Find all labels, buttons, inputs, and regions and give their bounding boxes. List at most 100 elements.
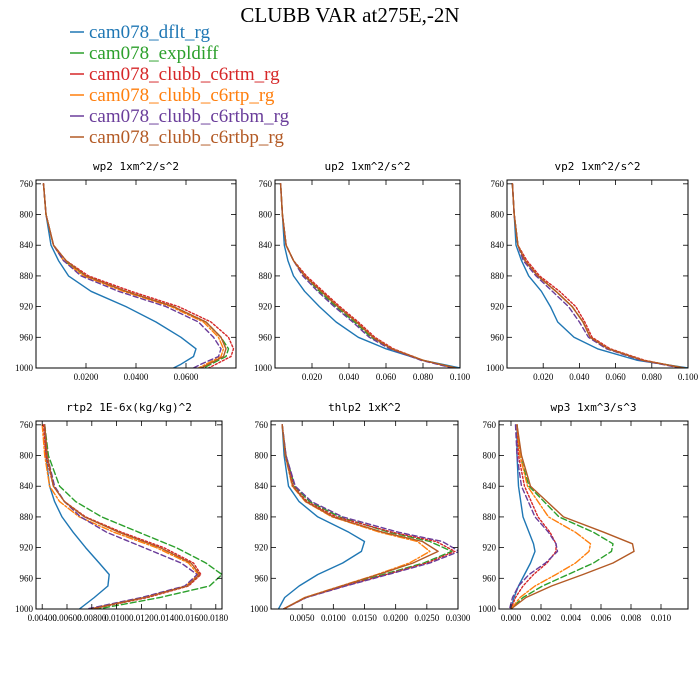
legend-label: cam078_expldiff: [89, 43, 219, 64]
series-line: [508, 424, 559, 609]
x-tick-label: 0.020: [533, 372, 554, 382]
series-line: [279, 183, 460, 368]
legend-label: cam078_clubb_c6rtp_rg: [89, 85, 275, 106]
panel-title: up2 1xm^2/s^2: [324, 160, 410, 173]
x-tick-label: 0.002: [531, 613, 551, 623]
y-tick-label: 960: [483, 573, 497, 583]
y-tick-label: 1000: [254, 363, 273, 373]
y-tick-label: 840: [20, 240, 34, 250]
y-tick-label: 1000: [486, 363, 505, 373]
x-tick-label: 0.004: [561, 613, 582, 623]
x-tick-label: 0.0120: [129, 613, 154, 623]
x-tick-label: 0.008: [621, 613, 642, 623]
x-tick-label: 0.060: [376, 372, 397, 382]
x-tick-label: 0.00600: [52, 613, 82, 623]
y-tick-label: 840: [20, 481, 34, 491]
x-tick-label: 0.060: [605, 372, 626, 382]
series-line: [281, 424, 439, 609]
x-tick-label: 0.0150: [352, 613, 377, 623]
y-tick-label: 880: [483, 512, 497, 522]
x-tick-label: 0.0250: [414, 613, 439, 623]
y-tick-label: 1000: [15, 363, 34, 373]
legend-entry: cam078_clubb_c6rtm_rg: [70, 64, 280, 85]
series-line: [279, 183, 457, 368]
chart-panel: thlp2 1xK^2 760 800 840 880 920 960 1000 0.0050 0…: [250, 401, 471, 623]
y-tick-label: 880: [491, 271, 505, 281]
y-tick-label: 960: [259, 332, 273, 342]
y-tick-label: 920: [259, 302, 273, 312]
plot-frame: [35, 420, 223, 610]
series-line: [281, 424, 458, 609]
y-tick-label: 1000: [250, 604, 269, 614]
x-tick-label: 0.006: [591, 613, 612, 623]
x-tick-label: 0.010: [651, 613, 672, 623]
y-tick-label: 960: [20, 332, 34, 342]
series-line: [277, 424, 366, 609]
y-tick-label: 760: [255, 420, 269, 430]
legend-label: cam078_clubb_c6rtm_rg: [89, 64, 280, 85]
panel-title: vp2 1xm^2/s^2: [554, 160, 640, 173]
figure-title: CLUBB VAR at275E,-2N: [240, 3, 459, 27]
chart-panel: wp3 1xm^3/s^3 760 800 840 880 920 960 1000 0.000…: [478, 401, 689, 623]
x-tick-label: 0.0050: [290, 613, 315, 623]
x-tick-label: 0.020: [302, 372, 323, 382]
panel-title: wp2 1xm^2/s^2: [93, 160, 179, 173]
y-tick-label: 800: [259, 210, 273, 220]
y-tick-label: 800: [20, 451, 34, 461]
x-tick-label: 0.040: [339, 372, 360, 382]
series-line: [511, 183, 686, 368]
series-line: [510, 424, 557, 609]
series-group: [41, 424, 222, 609]
series-line: [281, 424, 453, 609]
y-tick-label: 920: [255, 543, 269, 553]
series-line: [44, 424, 198, 609]
y-tick-label: 800: [483, 451, 497, 461]
panel-title: thlp2 1xK^2: [328, 401, 401, 414]
x-tick-label: 0.0180: [203, 613, 228, 623]
series-line: [44, 424, 201, 609]
y-tick-label: 920: [20, 302, 34, 312]
x-tick-label: 0.0200: [74, 372, 99, 382]
x-tick-label: 0.0400: [124, 372, 149, 382]
y-tick-label: 920: [483, 543, 497, 553]
x-tick-label: 0.080: [413, 372, 434, 382]
panel-title: rtp2 1E-6x(kg/kg)^2: [66, 401, 192, 414]
panel-title: wp3 1xm^3/s^3: [550, 401, 636, 414]
legend-entry: cam078_dflt_rg: [70, 22, 211, 43]
x-tick-label: 0.0300: [446, 613, 471, 623]
legend-entry: cam078_clubb_c6rtp_rg: [70, 85, 275, 106]
series-group: [277, 424, 458, 609]
series-line: [44, 424, 222, 609]
y-tick-label: 800: [491, 210, 505, 220]
chart-panel: vp2 1xm^2/s^2 760 800 840 880 920 960 1000 0.020…: [486, 160, 699, 382]
series-group: [42, 183, 235, 368]
y-tick-label: 880: [255, 512, 269, 522]
series-group: [508, 424, 635, 609]
legend-label: cam078_clubb_c6rtbm_rg: [89, 106, 290, 127]
series-line: [510, 424, 635, 609]
series-group: [279, 183, 460, 368]
y-tick-label: 840: [491, 240, 505, 250]
y-tick-label: 880: [20, 271, 34, 281]
series-line: [42, 183, 197, 368]
chart-panel: wp2 1xm^2/s^2 760 800 840 880 920 960 1000 0.020…: [15, 160, 237, 382]
x-tick-label: 0.0100: [321, 613, 346, 623]
y-tick-label: 760: [491, 179, 505, 189]
y-tick-label: 840: [255, 481, 269, 491]
chart-panels: wp2 1xm^2/s^2 760 800 840 880 920 960 1000 0.020…: [15, 160, 699, 623]
legend-entry: cam078_expldiff: [70, 43, 219, 64]
x-tick-label: 0.080: [642, 372, 663, 382]
x-tick-label: 0.00400: [28, 613, 58, 623]
plot-frame: [506, 179, 689, 369]
y-tick-label: 760: [20, 420, 34, 430]
y-tick-label: 960: [491, 332, 505, 342]
x-tick-label: 0.0600: [174, 372, 199, 382]
legend-label: cam078_clubb_c6rtbp_rg: [89, 127, 284, 148]
plot-frame: [498, 420, 689, 610]
y-tick-label: 760: [20, 179, 34, 189]
y-tick-label: 760: [483, 420, 497, 430]
y-tick-label: 1000: [478, 604, 497, 614]
series-group: [511, 183, 688, 368]
x-tick-label: 0.100: [678, 372, 699, 382]
y-tick-label: 760: [259, 179, 273, 189]
